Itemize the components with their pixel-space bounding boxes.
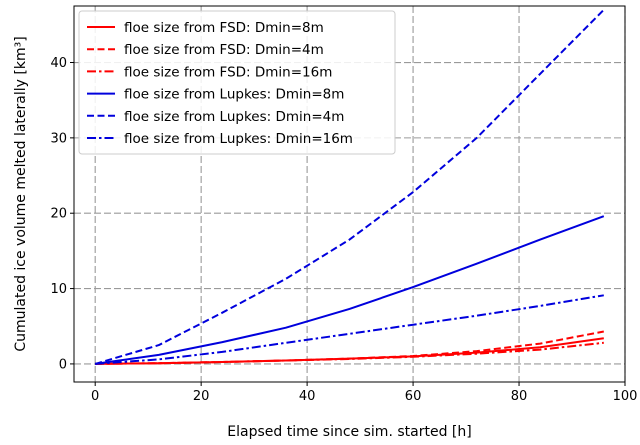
- legend: floe size from FSD: Dmin=8m floe size fro…: [78, 10, 396, 155]
- x-tick-label: 100: [613, 389, 638, 404]
- x-tick-label: 80: [511, 389, 528, 404]
- series-line-5: [94, 9, 605, 365]
- x-tick-label: 60: [405, 389, 422, 404]
- x-tick-label: 0: [91, 389, 99, 404]
- legend-label: floe size from FSD: Dmin=4m: [124, 42, 324, 58]
- axis-ticks: 0 20 40 60 80 100 0 10 20 30 40: [50, 56, 637, 404]
- x-axis-label: Elapsed time since sim. started [h]: [227, 424, 471, 440]
- legend-label: floe size from Lupkes: Dmin=8m: [124, 87, 344, 103]
- y-axis-label: Cumulated ice volume melted laterally [k…: [13, 36, 29, 351]
- y-tick-label: 10: [50, 282, 67, 297]
- x-tick-label: 20: [193, 389, 210, 404]
- series-line-6: [95, 294, 604, 365]
- y-tick-label: 20: [50, 207, 67, 222]
- legend-box: [78, 10, 396, 155]
- y-tick-label: 30: [50, 131, 67, 146]
- series-line-3: [95, 341, 604, 365]
- y-tick-label: 0: [59, 357, 67, 372]
- plot-frame: [73, 5, 626, 383]
- series-line-2: [95, 330, 604, 365]
- y-tick-label: 40: [50, 56, 67, 71]
- legend-label: floe size from Lupkes: Dmin=4m: [124, 109, 344, 125]
- series-lines: [94, 9, 605, 365]
- series-line-4: [95, 215, 605, 365]
- legend-label: floe size from FSD: Dmin=8m: [124, 20, 324, 36]
- legend-label: floe size from FSD: Dmin=16m: [124, 64, 332, 80]
- legend-label: floe size from Lupkes: Dmin=16m: [124, 131, 353, 147]
- x-tick-label: 40: [299, 389, 316, 404]
